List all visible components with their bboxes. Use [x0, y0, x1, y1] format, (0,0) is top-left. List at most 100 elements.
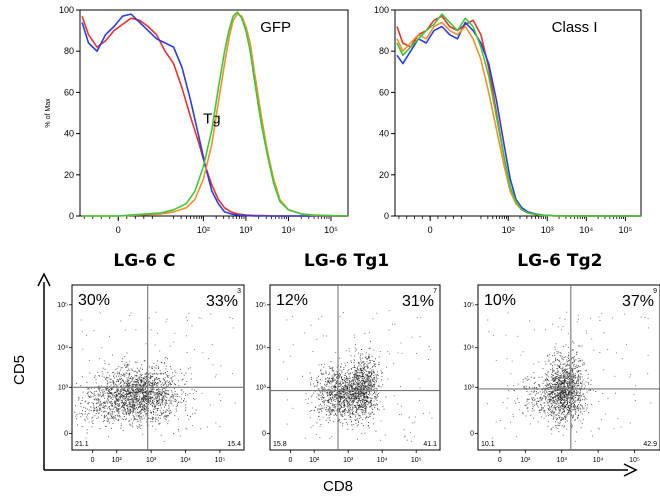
scatter-point [99, 312, 101, 314]
scatter-point [351, 402, 353, 404]
scatter-point [124, 363, 126, 365]
scatter-point [330, 394, 332, 396]
scatter-point [353, 374, 355, 376]
scatter-point [142, 383, 144, 385]
scatter-point [367, 389, 369, 390]
scatter-point [131, 392, 133, 393]
scatter-point [186, 428, 188, 430]
scatter-point [125, 393, 127, 395]
scatter-point [339, 405, 341, 407]
scatter-point [145, 392, 147, 394]
scatter-point [104, 403, 106, 405]
scatter-point [164, 391, 166, 393]
scatter-point [133, 405, 135, 407]
scatter-point [349, 394, 351, 396]
scatter-point [194, 389, 195, 391]
scatter-point [353, 389, 355, 391]
scatter-point [367, 397, 369, 399]
scatter-point [132, 399, 134, 401]
scatter-point [565, 406, 566, 408]
scatter-point [563, 414, 565, 416]
scatter-point [566, 420, 568, 422]
scatter-point [144, 383, 146, 385]
scatter-point [567, 363, 568, 365]
scatter-point [559, 352, 561, 353]
scatter-point [371, 380, 373, 382]
scatter-point [355, 410, 357, 412]
scatter-point [355, 374, 357, 375]
scatter-points [487, 311, 652, 442]
scatter-point [356, 379, 358, 380]
scatter-point [140, 376, 142, 378]
scatter-point [94, 407, 96, 409]
scatter-point [375, 430, 377, 432]
scatter-point [336, 378, 338, 380]
scatter-point [542, 391, 544, 393]
scatter-point [334, 397, 336, 399]
scatter-point [564, 405, 566, 407]
scatter-point [202, 352, 204, 354]
scatter-point [352, 399, 353, 401]
scatter-point [343, 394, 345, 396]
scatter-point [362, 409, 364, 411]
scatter-point [348, 395, 350, 397]
scatter-point [104, 368, 106, 370]
scatter-point [117, 409, 119, 411]
scatter-point [340, 398, 342, 400]
scatter-point [339, 411, 341, 413]
scatter-point [328, 414, 330, 416]
scatter-point [161, 414, 162, 416]
scatter-point [292, 315, 294, 317]
scatter-point [105, 425, 107, 427]
scatter-point [112, 372, 114, 374]
scatter-point [148, 383, 150, 385]
scatter-point [557, 393, 559, 395]
scatter-point [342, 379, 343, 381]
scatter-point [162, 393, 164, 395]
scatter-point [563, 403, 565, 405]
scatter-point [80, 319, 82, 321]
scatter-point [547, 412, 549, 414]
scatter-point [149, 366, 150, 368]
scatter-point [583, 411, 585, 412]
scatter-point [575, 395, 577, 396]
scatter-point [162, 378, 164, 380]
scatter-point [155, 384, 157, 386]
scatter-point [568, 358, 569, 359]
scatter-point [141, 364, 143, 366]
scatter-point [173, 400, 175, 402]
scatter-point [348, 373, 350, 375]
scatter-point [356, 371, 358, 373]
scatter-point [575, 408, 577, 410]
scatter-point [352, 429, 354, 431]
scatter-point [563, 384, 565, 386]
scatter-point [355, 377, 357, 379]
scatter-point [548, 354, 550, 356]
scatter-point [529, 387, 531, 389]
scatter-point [552, 361, 554, 363]
scatter-point [569, 365, 571, 367]
scatter-point [140, 410, 142, 412]
scatter-point [557, 387, 559, 389]
scatter-point [151, 396, 153, 398]
scatter-point [354, 382, 356, 384]
scatter-point [181, 402, 183, 404]
scatter-point [328, 374, 330, 375]
scatter-point [127, 363, 129, 365]
scatter-point [99, 358, 101, 360]
scatter-point [338, 400, 340, 402]
scatter-point [343, 386, 345, 388]
scatter-point [113, 400, 115, 402]
scatter-point [117, 388, 119, 390]
scatter-point [340, 406, 342, 408]
scatter-point [144, 373, 146, 375]
scatter-point [578, 360, 580, 362]
scatter-point [162, 399, 164, 401]
scatter-point [139, 388, 140, 390]
scatter-point [345, 350, 347, 352]
scatter-point [136, 400, 138, 402]
scatter-point [555, 379, 557, 381]
scatter-point [136, 404, 138, 406]
scatter-point [111, 389, 113, 391]
scatter-point [112, 388, 114, 390]
